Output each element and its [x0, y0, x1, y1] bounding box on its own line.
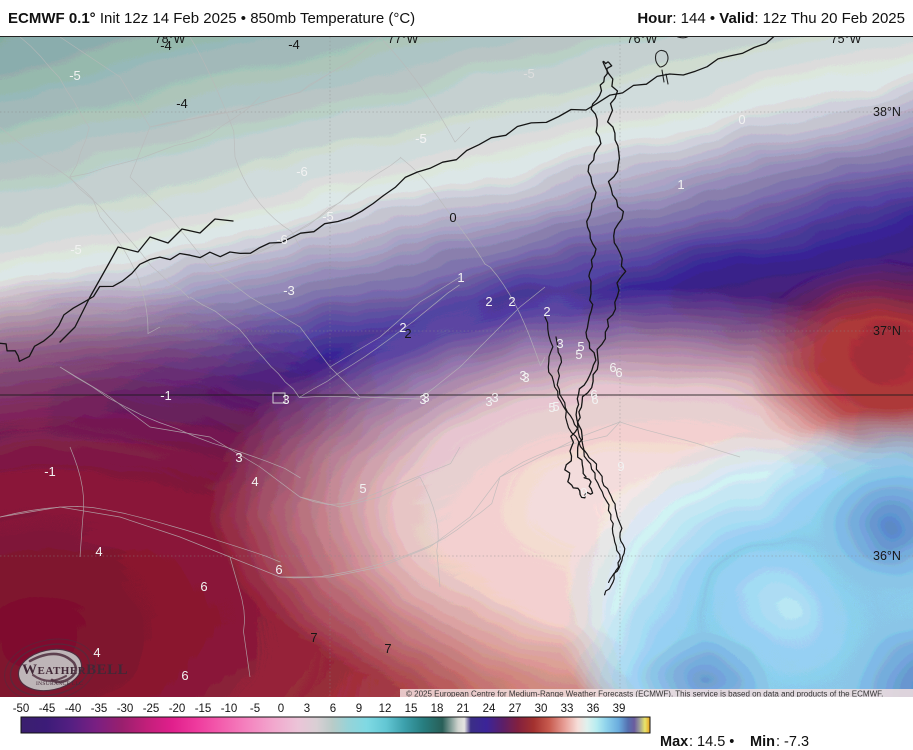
svg-text:2: 2 [485, 294, 492, 309]
svg-text:2: 2 [508, 294, 515, 309]
svg-text:0: 0 [278, 703, 284, 715]
svg-text:6: 6 [590, 387, 597, 402]
svg-text:Min: Min [750, 734, 775, 750]
svg-text:6: 6 [275, 562, 282, 577]
svg-text:3: 3 [304, 703, 310, 715]
svg-text:7: 7 [310, 630, 317, 645]
svg-text:-6: -6 [296, 164, 308, 179]
svg-text:36°N: 36°N [873, 549, 901, 563]
svg-text:-35: -35 [91, 703, 108, 715]
svg-text:-5: -5 [70, 242, 82, 257]
svg-text:-5: -5 [523, 66, 535, 81]
svg-text:9: 9 [580, 485, 587, 500]
svg-text:-4: -4 [176, 96, 188, 111]
svg-text:6: 6 [330, 703, 336, 715]
svg-text:9: 9 [617, 459, 624, 474]
svg-text:-50: -50 [13, 703, 30, 715]
svg-text:3: 3 [282, 392, 289, 407]
svg-text:-30: -30 [117, 703, 134, 715]
svg-text:0: 0 [449, 210, 456, 225]
svg-text:38°N: 38°N [873, 105, 901, 119]
svg-text:15: 15 [405, 703, 418, 715]
svg-text:5: 5 [575, 347, 582, 362]
svg-text:33: 33 [561, 703, 574, 715]
svg-text:21: 21 [457, 703, 470, 715]
svg-text:37°N: 37°N [873, 324, 901, 338]
svg-text:5: 5 [359, 481, 366, 496]
svg-text:INSURANCE LLC: INSURANCE LLC [36, 681, 83, 687]
svg-text:75°W: 75°W [831, 37, 862, 46]
svg-text:4: 4 [251, 474, 258, 489]
svg-text:39: 39 [613, 703, 626, 715]
svg-text:9: 9 [356, 703, 362, 715]
svg-text:-5: -5 [322, 209, 334, 224]
svg-text:-4: -4 [288, 37, 300, 52]
svg-text:3: 3 [235, 450, 242, 465]
svg-text:36: 36 [587, 703, 600, 715]
svg-text:3: 3 [519, 368, 526, 383]
svg-text:-5: -5 [69, 68, 81, 83]
svg-text:: 14.5 •: : 14.5 • [689, 734, 734, 750]
svg-text:-5: -5 [250, 703, 260, 715]
svg-text:1: 1 [677, 177, 684, 192]
svg-text:-15: -15 [195, 703, 212, 715]
svg-text:6: 6 [609, 360, 616, 375]
svg-text:3: 3 [422, 390, 429, 405]
svg-text:27: 27 [509, 703, 522, 715]
svg-text:-1: -1 [44, 464, 56, 479]
svg-text:6: 6 [200, 579, 207, 594]
svg-text:24: 24 [483, 703, 496, 715]
svg-text:77°W: 77°W [388, 37, 419, 46]
svg-text:3: 3 [491, 390, 498, 405]
svg-text:4: 4 [95, 544, 102, 559]
svg-text:-5: -5 [415, 131, 427, 146]
svg-text:WEATHERBELL: WEATHERBELL [22, 662, 128, 678]
svg-text:0: 0 [738, 112, 745, 127]
svg-text:-1: -1 [160, 388, 172, 403]
svg-text:30: 30 [535, 703, 548, 715]
svg-text:18: 18 [431, 703, 444, 715]
svg-text:-3: -3 [283, 283, 295, 298]
svg-text:Max: Max [660, 734, 688, 750]
svg-text:-20: -20 [169, 703, 186, 715]
svg-text:-25: -25 [143, 703, 160, 715]
svg-text:76°W: 76°W [627, 37, 658, 46]
svg-text:-40: -40 [65, 703, 82, 715]
svg-text:2: 2 [543, 304, 550, 319]
svg-text:-10: -10 [221, 703, 238, 715]
svg-text:2: 2 [404, 326, 411, 341]
svg-text:: -7.3: : -7.3 [776, 734, 809, 750]
svg-text:3: 3 [556, 336, 563, 351]
svg-text:7: 7 [384, 641, 391, 656]
svg-text:-4: -4 [160, 38, 172, 53]
svg-text:-6: -6 [276, 232, 288, 247]
svg-text:-45: -45 [39, 703, 56, 715]
svg-text:12: 12 [379, 703, 392, 715]
svg-text:6: 6 [181, 668, 188, 683]
svg-text:1: 1 [457, 270, 464, 285]
svg-text:5: 5 [548, 400, 555, 415]
